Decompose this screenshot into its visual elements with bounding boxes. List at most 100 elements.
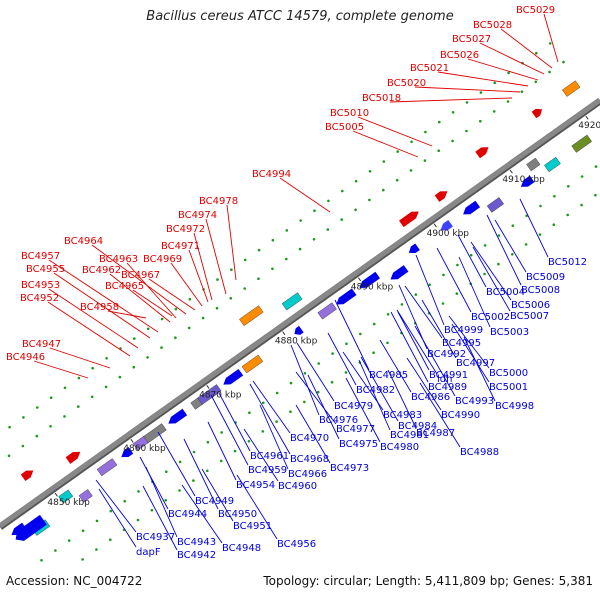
gene-arrow	[121, 447, 134, 458]
gene-label: BC4992	[427, 349, 466, 360]
gene-arrow	[223, 368, 244, 385]
track-dot	[414, 293, 418, 296]
track-dot	[22, 416, 25, 419]
track-dot	[511, 253, 514, 256]
gene-feature	[15, 514, 47, 541]
gene-label: BC4970	[290, 433, 329, 444]
track-dot	[428, 283, 431, 287]
gene-label: BC4986	[411, 392, 450, 403]
leader-line	[437, 71, 529, 87]
track-dot	[275, 420, 278, 423]
kbp-tick	[130, 438, 134, 443]
gene-arrow	[531, 108, 543, 119]
gene-feature	[281, 292, 303, 311]
track-dot	[483, 272, 486, 276]
gene-label: BC4964	[64, 236, 103, 247]
track-dot	[368, 198, 371, 202]
track-dot	[372, 322, 376, 326]
track-dot	[35, 434, 39, 438]
leader-line	[48, 259, 159, 333]
gene-label: BC4956	[277, 539, 316, 550]
gene-box	[96, 458, 118, 477]
gene-label: BC4997	[456, 358, 495, 369]
gene-label: BC4952	[20, 293, 59, 304]
track-dot	[160, 346, 163, 349]
gene-feature	[78, 489, 93, 503]
gene-label: BC4987	[416, 428, 455, 439]
track-dot	[483, 244, 487, 247]
leader-line	[188, 249, 209, 303]
track-dot	[132, 365, 136, 369]
kbp-label: 4920 kbp	[578, 121, 600, 131]
gene-feature	[241, 354, 264, 374]
leader-line	[226, 204, 237, 281]
track-dot	[206, 469, 209, 473]
track-dot	[271, 267, 274, 271]
gene-label: BC4960	[278, 481, 317, 492]
track-dot	[312, 238, 316, 241]
track-dot	[548, 70, 551, 74]
gene-feature	[399, 211, 419, 228]
leader-line	[421, 299, 457, 359]
track-dot	[206, 440, 210, 444]
track-dot	[201, 316, 205, 320]
gene-label: BC4954	[236, 480, 275, 491]
leader-line	[389, 97, 513, 103]
kbp-label: 4900 kbp	[427, 229, 470, 239]
leader-line	[360, 356, 399, 422]
track-dot	[247, 440, 251, 443]
track-dot	[566, 213, 569, 217]
leader-line	[243, 428, 279, 482]
track-dot	[118, 375, 122, 379]
gene-feature	[168, 408, 188, 424]
gene-feature	[486, 197, 504, 213]
track-dot	[271, 238, 275, 242]
gene-box	[197, 384, 222, 405]
track-dot	[299, 219, 303, 222]
gene-label: BC4971	[161, 241, 200, 252]
track-dot	[539, 204, 542, 208]
track-dot	[594, 193, 597, 197]
gene-label: BC5006	[511, 300, 550, 311]
track-dot	[326, 228, 330, 231]
kbp-tick	[433, 223, 437, 228]
leader-line	[414, 325, 456, 397]
genome-backbone	[0, 97, 600, 530]
gene-feature	[562, 80, 581, 97]
upper-gene-labels: BC4946 BC4947 BC4952 BC4953 BC4955 BC4957 BC49…	[6, 5, 559, 379]
track-dot	[534, 80, 538, 84]
gene-label: BC4989	[428, 382, 467, 393]
gene-feature	[20, 470, 34, 481]
track-dot	[359, 332, 362, 336]
gene-label: BC4991	[429, 370, 468, 381]
track-dot	[455, 292, 459, 295]
leader-line	[98, 488, 137, 548]
kbp-label: 4880 kbp	[275, 337, 318, 347]
track-dot	[248, 411, 251, 415]
leader-line	[390, 311, 429, 383]
leader-line	[543, 13, 559, 63]
track-dot	[344, 371, 348, 374]
track-dot	[146, 327, 150, 331]
track-dot	[493, 81, 497, 85]
track-dot	[150, 508, 154, 512]
gene-label: BC4999	[444, 325, 483, 336]
gene-label: BC4961	[250, 451, 289, 462]
gene-box	[526, 157, 541, 172]
leader-line	[107, 310, 147, 319]
track-dot	[331, 352, 334, 355]
gene-arrow	[440, 220, 453, 231]
gene-label: BC4962	[82, 265, 121, 276]
track-dot	[216, 278, 219, 281]
track-dot	[188, 298, 192, 301]
leader-line	[479, 42, 545, 75]
leader-line	[345, 377, 381, 443]
gene-feature	[531, 108, 543, 119]
leader-line	[486, 214, 522, 286]
kbp-label: 4910 kbp	[502, 175, 545, 185]
gene-label: BC5001	[489, 382, 528, 393]
gene-label: BC4972	[166, 224, 205, 235]
leader-line	[201, 468, 234, 522]
track-dot	[354, 208, 357, 212]
track-dot	[423, 159, 427, 162]
